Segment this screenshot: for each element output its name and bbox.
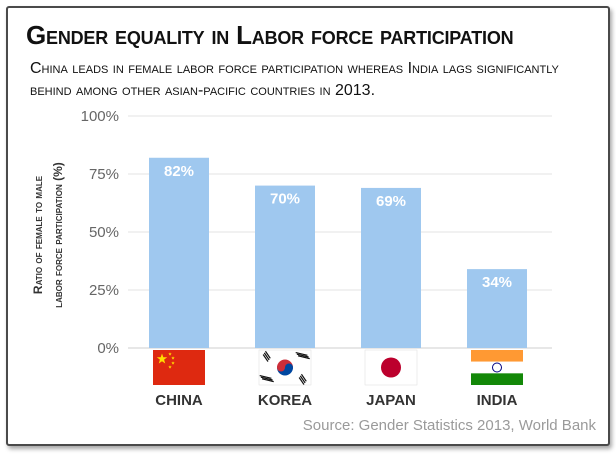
bar-china [149, 157, 209, 348]
data-label: 69% [376, 193, 406, 210]
category-label: JAPAN [366, 392, 416, 409]
japan-flag-icon [364, 349, 418, 386]
korea-flag-icon [258, 349, 312, 386]
labels: 82% CHINA 70% KOREA 69% JAPAN 34% INDIA [155, 163, 517, 409]
y-tick-label: 75% [89, 166, 119, 183]
flags [153, 349, 523, 386]
bar-japan [361, 187, 421, 348]
y-tick-label: 25% [89, 282, 119, 299]
category-label: KOREA [258, 392, 312, 409]
chart-title: Gender equality in Labor force participa… [26, 20, 514, 50]
china-flag-icon [153, 350, 205, 385]
y-tick-label: 100% [81, 108, 119, 125]
y-tick-label: 50% [89, 224, 119, 241]
y-axis-label-line2: labor force participation (%) [51, 162, 65, 308]
india-flag-icon [471, 350, 523, 385]
y-axis-label-line1: Ratio of female to male [31, 175, 45, 294]
category-label: INDIA [477, 392, 518, 409]
bar-korea [255, 185, 315, 348]
chart-subtitle: China leads in female labor force partic… [30, 60, 559, 99]
bar-india [467, 269, 527, 348]
data-label: 70% [270, 191, 300, 208]
data-label: 34% [482, 274, 512, 291]
category-label: CHINA [155, 392, 203, 409]
y-tick-label: 0% [97, 340, 119, 357]
bars [149, 157, 527, 348]
data-label: 82% [164, 163, 194, 180]
source-note: Source: Gender Statistics 2013, World Ba… [302, 417, 596, 434]
